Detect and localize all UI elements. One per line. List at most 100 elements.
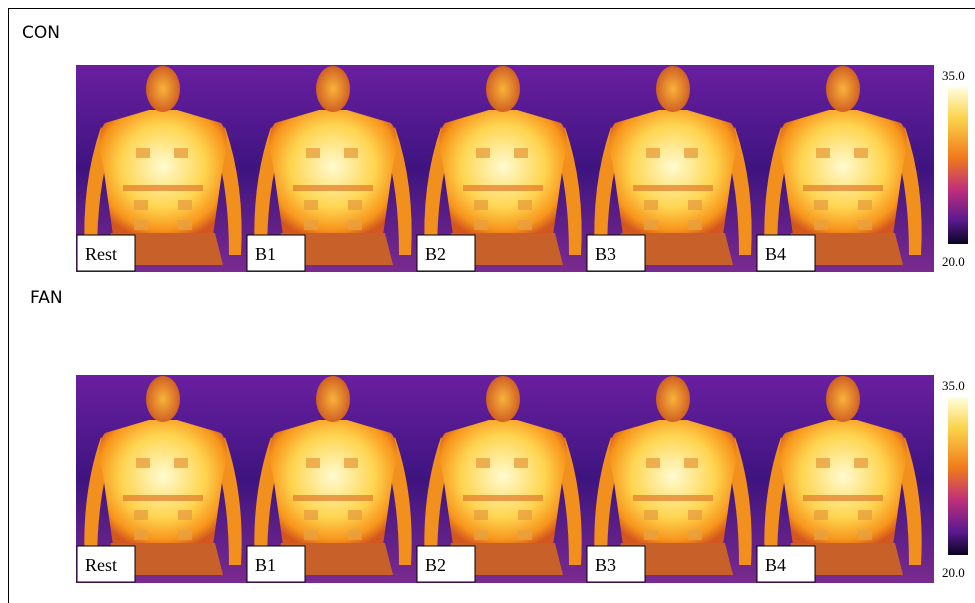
head xyxy=(146,376,180,422)
thermal-image xyxy=(84,66,242,265)
row-label: FAN xyxy=(30,288,63,308)
panel-label: Rest xyxy=(85,244,117,264)
sensor-patch xyxy=(814,510,828,520)
sensor-patch xyxy=(688,530,702,540)
waist-band xyxy=(293,185,373,191)
sensor-patch xyxy=(858,530,872,540)
waist-band xyxy=(463,185,543,191)
sensor-patch xyxy=(348,530,362,540)
sensor-patch xyxy=(178,530,192,540)
colorbar xyxy=(948,87,968,244)
torso xyxy=(99,110,227,235)
sensor-patch xyxy=(514,148,528,158)
colorbar xyxy=(948,397,968,555)
panel-label-box xyxy=(416,545,476,583)
figure-border xyxy=(8,8,975,603)
sensor-patch xyxy=(344,458,358,468)
torso xyxy=(779,110,907,235)
sensor-patch xyxy=(344,148,358,158)
panel-label: B2 xyxy=(425,244,446,264)
sensor-patch xyxy=(474,200,488,210)
scale-min: 20.0 xyxy=(942,254,965,269)
head xyxy=(826,66,860,112)
torso xyxy=(269,420,397,545)
torso xyxy=(439,110,567,235)
sensor-patch xyxy=(858,220,872,230)
panel-label: B1 xyxy=(255,555,276,575)
sensor-patch xyxy=(514,458,528,468)
sensor-patch xyxy=(474,530,488,540)
torso xyxy=(99,420,227,545)
sensor-patch xyxy=(518,530,532,540)
sensor-patch xyxy=(688,220,702,230)
sensor-patch xyxy=(134,510,148,520)
sensor-patch xyxy=(644,220,658,230)
thermal-image xyxy=(254,376,412,575)
sensor-patch xyxy=(304,200,318,210)
sensor-patch xyxy=(854,148,868,158)
panel-label: B1 xyxy=(255,244,276,264)
sensor-patch xyxy=(814,220,828,230)
panel-label-box xyxy=(246,234,306,272)
panel-label-box xyxy=(246,545,306,583)
sensor-patch xyxy=(178,220,192,230)
torso xyxy=(779,420,907,545)
sensor-patch xyxy=(304,220,318,230)
sensor-patch xyxy=(684,148,698,158)
scale-min: 20.0 xyxy=(942,565,965,580)
sensor-patch xyxy=(858,200,872,210)
sensor-patch xyxy=(134,220,148,230)
thermal-image xyxy=(424,66,582,265)
sensor-patch xyxy=(474,510,488,520)
sensor-patch xyxy=(816,458,830,468)
row-label: CON xyxy=(22,23,60,43)
panel-label: B4 xyxy=(765,555,786,575)
sensor-patch xyxy=(174,148,188,158)
sensor-patch xyxy=(178,200,192,210)
panel-label-box xyxy=(756,545,816,583)
sensor-patch xyxy=(348,510,362,520)
waist-band xyxy=(293,495,373,501)
waist-band xyxy=(463,495,543,501)
sensor-patch xyxy=(858,510,872,520)
torso xyxy=(269,110,397,235)
sensor-patch xyxy=(304,530,318,540)
sensor-patch xyxy=(134,200,148,210)
panel-label: B3 xyxy=(595,555,616,575)
panel-label-box xyxy=(76,234,136,272)
sensor-patch xyxy=(644,200,658,210)
panel-label: Rest xyxy=(85,555,117,575)
waist-band xyxy=(123,495,203,501)
waist-band xyxy=(123,185,203,191)
sensor-patch xyxy=(174,458,188,468)
panel-label-box xyxy=(416,234,476,272)
scale-max: 35.0 xyxy=(942,378,965,393)
sensor-patch xyxy=(814,530,828,540)
sensor-patch xyxy=(644,530,658,540)
panel-label-box xyxy=(76,545,136,583)
waist-band xyxy=(633,495,713,501)
sensor-patch xyxy=(306,458,320,468)
head xyxy=(656,376,690,422)
head xyxy=(146,66,180,112)
panel-label: B2 xyxy=(425,555,446,575)
panel-label-box xyxy=(756,234,816,272)
sensor-patch xyxy=(136,148,150,158)
waist-band xyxy=(803,495,883,501)
sensor-patch xyxy=(684,458,698,468)
sensor-patch xyxy=(646,458,660,468)
torso xyxy=(609,110,737,235)
sensor-patch xyxy=(134,530,148,540)
sensor-patch xyxy=(688,510,702,520)
sensor-patch xyxy=(178,510,192,520)
panel-label: B3 xyxy=(595,244,616,264)
torso xyxy=(609,420,737,545)
sensor-patch xyxy=(306,148,320,158)
head xyxy=(656,66,690,112)
head xyxy=(316,66,350,112)
sensor-patch xyxy=(854,458,868,468)
sensor-patch xyxy=(476,148,490,158)
sensor-patch xyxy=(814,200,828,210)
waist-band xyxy=(633,185,713,191)
